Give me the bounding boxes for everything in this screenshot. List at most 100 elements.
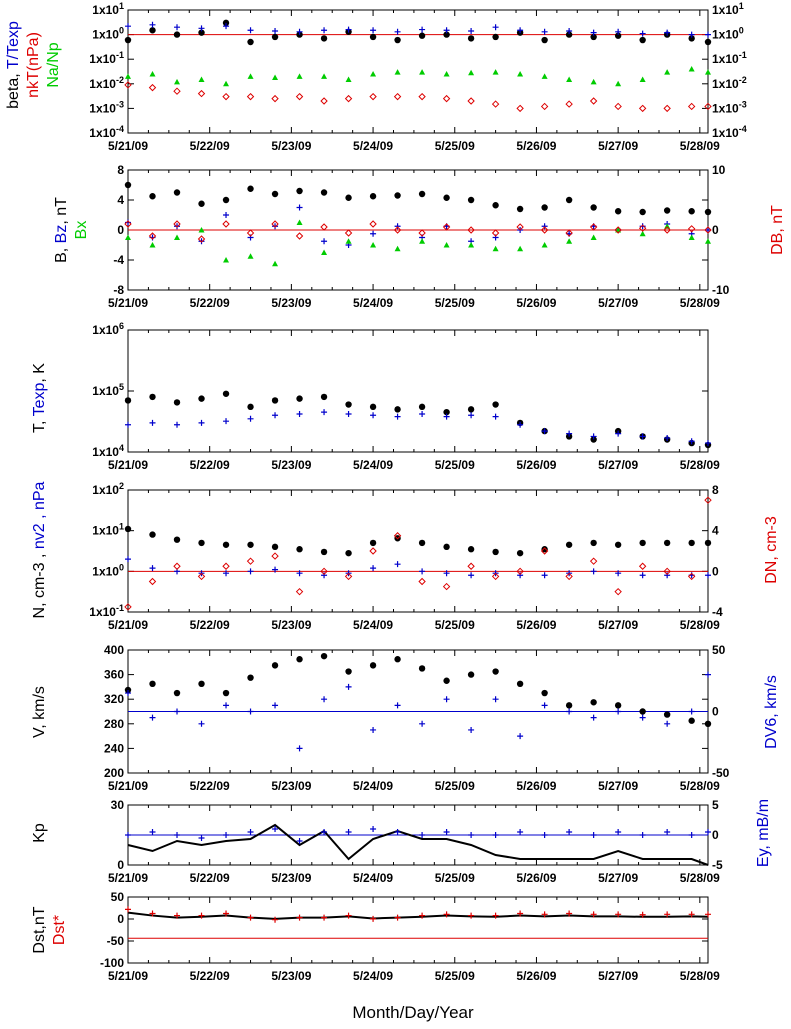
t-texp-point: [443, 27, 450, 34]
bx-point: [149, 242, 156, 248]
b-point: [173, 189, 181, 196]
na-np-point: [590, 78, 597, 85]
db-point: [124, 220, 132, 228]
ey-point: [468, 832, 475, 838]
bx-point: [419, 238, 426, 244]
bz-point: [296, 204, 303, 211]
t-point: [124, 397, 132, 404]
date-tick-label: 5/26/09: [516, 871, 556, 885]
nkt-npa--point: [418, 92, 426, 101]
date-tick-label: 5/27/09: [598, 779, 638, 793]
nkt-npa--point: [663, 104, 671, 113]
v-point: [320, 652, 328, 660]
dn-point: [418, 577, 426, 586]
b-point: [614, 208, 622, 215]
y-tick-label: -100: [100, 956, 124, 970]
texp-point: [198, 419, 205, 426]
t-point: [222, 390, 230, 397]
date-tick-label: 5/21/09: [108, 871, 148, 885]
beta-point: [590, 33, 597, 41]
na-np-point: [492, 69, 499, 75]
dn-point: [491, 572, 500, 581]
n-point: [688, 539, 695, 547]
date-tick-label: 5/21/09: [108, 779, 148, 793]
nkt-npa--point: [491, 100, 500, 108]
b-point: [124, 181, 132, 189]
dst--point: [517, 910, 524, 917]
y-tick-label-right: 1x10-2: [712, 75, 747, 91]
na-np-point: [688, 65, 695, 72]
bx-point: [296, 219, 303, 225]
y-tick-label-right: 10: [712, 163, 726, 177]
t-texp-point: [149, 21, 156, 28]
y-tick-label: 1x102: [92, 481, 124, 497]
v-point: [345, 668, 352, 675]
ey-point: [419, 832, 426, 838]
date-tick-label: 5/24/09: [353, 779, 393, 793]
b-point: [663, 207, 671, 214]
dn-point: [565, 572, 573, 581]
nkt-npa--point: [124, 81, 132, 89]
texp-point: [394, 413, 401, 420]
v-point: [173, 689, 181, 697]
n-point: [124, 525, 132, 533]
date-tick-label: 5/28/09: [680, 871, 720, 885]
dn-point: [663, 567, 671, 576]
y-tick-label-right: 0: [712, 828, 719, 842]
db-point: [271, 220, 279, 228]
db-point: [246, 229, 255, 237]
n-point: [369, 539, 377, 547]
nkt-npa--point: [344, 94, 353, 103]
dn-point: [344, 572, 353, 581]
y-tick-label-right: 1x10-4: [712, 124, 747, 140]
na-np-point: [321, 73, 328, 79]
nkt-npa--point: [614, 102, 622, 111]
t-texp-point: [223, 23, 230, 30]
v-point: [614, 702, 622, 709]
dst--point: [468, 912, 475, 919]
dn-point: [393, 532, 402, 540]
bx-point: [664, 223, 671, 229]
dst--point: [321, 914, 328, 921]
dv6-point: [443, 696, 450, 703]
bz-point: [174, 223, 181, 230]
ey-point: [174, 832, 181, 838]
v-point: [124, 686, 132, 694]
bz-point: [223, 212, 230, 218]
nkt-npa--point: [320, 97, 328, 105]
x-axis-label: Month/Day/Year: [352, 1003, 474, 1022]
date-tick-label: 5/26/09: [516, 458, 556, 472]
b-point: [590, 204, 597, 211]
nkt-npa--point: [589, 97, 598, 105]
dn-point: [173, 562, 181, 570]
n-point: [516, 549, 524, 557]
y-tick-label: 1x100: [92, 26, 124, 42]
t-texp-point: [664, 29, 671, 36]
texp-point: [615, 430, 622, 437]
t-texp-point: [296, 28, 303, 35]
date-tick-label: 5/23/09: [271, 969, 311, 983]
dn-point: [704, 496, 712, 504]
bz-point: [370, 230, 377, 237]
texp-point: [223, 418, 230, 425]
dv6-point: [566, 708, 573, 715]
t-point: [149, 393, 156, 401]
ey-point: [705, 829, 711, 835]
y-tick-label: 280: [104, 717, 124, 731]
nkt-npa--point: [148, 83, 157, 92]
date-tick-label: 5/25/09: [435, 139, 475, 153]
na-np-point: [615, 80, 622, 87]
n-point: [173, 536, 181, 543]
b-point: [492, 202, 499, 209]
b-point: [541, 204, 548, 211]
dv6-point: [419, 720, 426, 727]
date-tick-label: 5/21/09: [108, 458, 148, 472]
b-point: [418, 190, 426, 198]
t-texp-point: [345, 26, 352, 33]
na-np-point: [345, 76, 352, 82]
t-texp-point: [705, 31, 711, 38]
data-marks: [124, 19, 712, 939]
label-v: V, km/s: [31, 686, 48, 738]
t-texp-point: [468, 28, 475, 35]
